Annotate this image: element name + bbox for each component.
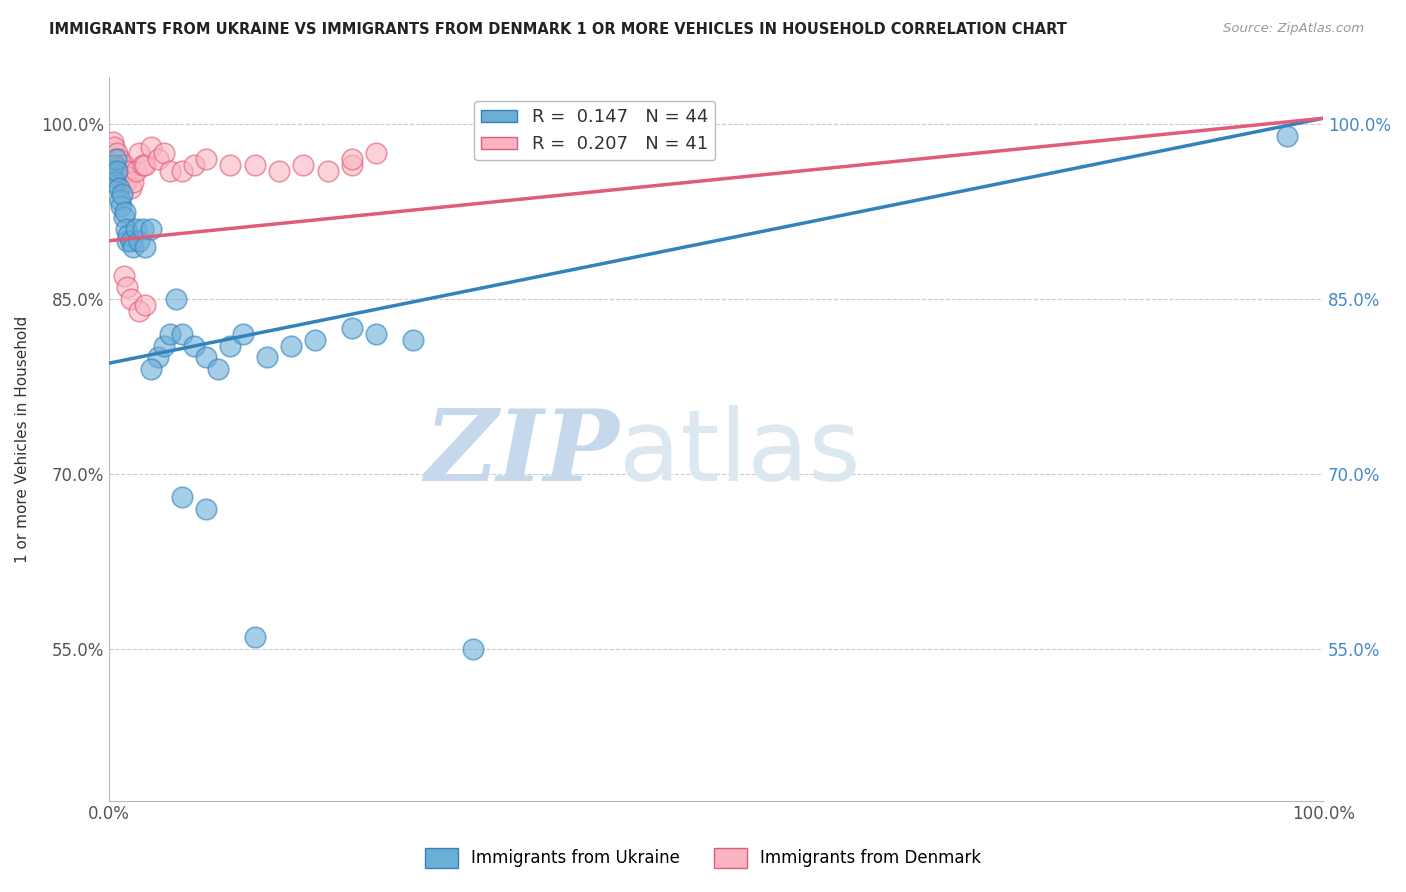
Point — [108, 158, 131, 172]
Point — [183, 158, 205, 172]
Point — [340, 321, 363, 335]
Point — [170, 491, 193, 505]
Point — [170, 163, 193, 178]
Point — [114, 158, 136, 172]
Point — [115, 234, 138, 248]
Point — [105, 152, 128, 166]
Point — [111, 176, 134, 190]
Point — [243, 630, 266, 644]
Point — [107, 146, 129, 161]
Point — [165, 292, 187, 306]
Point — [100, 163, 122, 178]
Point — [292, 158, 315, 172]
Point — [114, 204, 136, 219]
Point — [115, 222, 138, 236]
Point — [132, 158, 155, 172]
Point — [134, 298, 156, 312]
Point — [183, 339, 205, 353]
Point — [120, 292, 142, 306]
Point — [110, 169, 132, 184]
Point — [364, 146, 387, 161]
Point — [141, 362, 163, 376]
Point — [115, 163, 138, 178]
Text: atlas: atlas — [619, 405, 860, 502]
Text: ZIP: ZIP — [425, 405, 619, 501]
Point — [122, 239, 145, 253]
Point — [219, 158, 242, 172]
Point — [112, 163, 135, 178]
Point — [101, 135, 124, 149]
Point — [195, 152, 218, 166]
Point — [132, 222, 155, 236]
Point — [128, 146, 150, 161]
Point — [117, 227, 139, 242]
Point — [219, 339, 242, 353]
Point — [103, 140, 125, 154]
Point — [256, 351, 278, 365]
Point — [364, 326, 387, 341]
Point — [117, 169, 139, 184]
Point — [105, 163, 128, 178]
Text: Source: ZipAtlas.com: Source: ZipAtlas.com — [1223, 22, 1364, 36]
Point — [340, 152, 363, 166]
Point — [146, 351, 169, 365]
Point — [267, 163, 290, 178]
Point — [112, 211, 135, 225]
Point — [195, 351, 218, 365]
Point — [101, 169, 124, 184]
Point — [195, 502, 218, 516]
Point — [146, 152, 169, 166]
Point — [304, 333, 326, 347]
Point — [152, 339, 174, 353]
Point — [231, 326, 253, 341]
Point — [120, 181, 142, 195]
Point — [108, 193, 131, 207]
Point — [115, 176, 138, 190]
Point — [104, 176, 127, 190]
Point — [141, 222, 163, 236]
Point — [111, 187, 134, 202]
Point — [134, 158, 156, 172]
Point — [170, 326, 193, 341]
Legend: R =  0.147   N = 44, R =  0.207   N = 41: R = 0.147 N = 44, R = 0.207 N = 41 — [474, 101, 716, 161]
Point — [401, 333, 423, 347]
Point — [110, 199, 132, 213]
Point — [100, 146, 122, 161]
Point — [243, 158, 266, 172]
Point — [340, 158, 363, 172]
Point — [120, 234, 142, 248]
Point — [103, 158, 125, 172]
Point — [115, 280, 138, 294]
Y-axis label: 1 or more Vehicles in Household: 1 or more Vehicles in Household — [15, 316, 30, 563]
Point — [128, 234, 150, 248]
Point — [1275, 128, 1298, 143]
Point — [107, 163, 129, 178]
Point — [107, 152, 129, 166]
Point — [463, 642, 485, 657]
Point — [122, 176, 145, 190]
Legend: Immigrants from Ukraine, Immigrants from Denmark: Immigrants from Ukraine, Immigrants from… — [418, 841, 988, 875]
Point — [159, 326, 181, 341]
Point — [125, 163, 148, 178]
Point — [134, 239, 156, 253]
Point — [104, 152, 127, 166]
Point — [280, 339, 302, 353]
Point — [316, 163, 339, 178]
Point — [159, 163, 181, 178]
Point — [207, 362, 229, 376]
Point — [107, 181, 129, 195]
Point — [125, 222, 148, 236]
Text: IMMIGRANTS FROM UKRAINE VS IMMIGRANTS FROM DENMARK 1 OR MORE VEHICLES IN HOUSEHO: IMMIGRANTS FROM UKRAINE VS IMMIGRANTS FR… — [49, 22, 1067, 37]
Point — [152, 146, 174, 161]
Point — [128, 303, 150, 318]
Point — [112, 268, 135, 283]
Point — [141, 140, 163, 154]
